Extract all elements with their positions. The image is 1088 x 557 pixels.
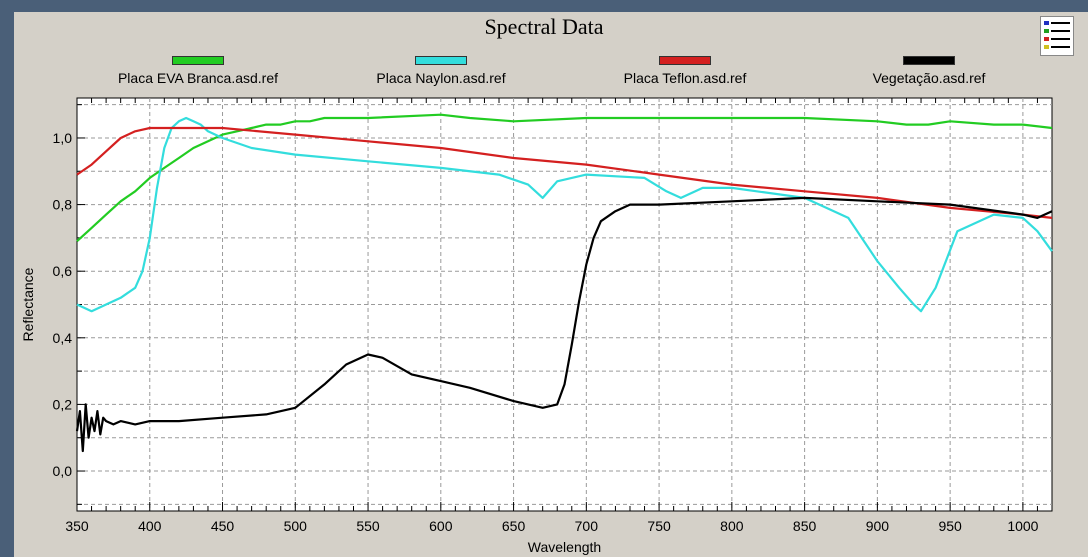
legend-swatch xyxy=(172,56,224,65)
axis-ticks xyxy=(76,98,1053,511)
legend-list-icon[interactable] xyxy=(1040,16,1074,56)
series-line-1 xyxy=(76,113,1053,243)
series-layer xyxy=(75,113,1053,453)
legend-label: Placa EVA Branca.asd.ref xyxy=(117,70,279,86)
x-tick-label: 700 xyxy=(575,518,599,534)
x-tick-label: 900 xyxy=(866,518,890,534)
x-tick-label: 350 xyxy=(65,518,89,534)
series-line-2 xyxy=(76,116,1053,313)
legend-swatch xyxy=(415,56,467,65)
x-axis-label: Wavelength xyxy=(528,539,601,555)
x-tick-label: 800 xyxy=(720,518,744,534)
legend-label: Placa Teflon.asd.ref xyxy=(623,70,747,86)
x-tick-label: 600 xyxy=(429,518,453,534)
legend-label: Vegetação.asd.ref xyxy=(872,70,986,86)
x-tick-label: 500 xyxy=(284,518,308,534)
legend-swatch xyxy=(903,56,955,65)
y-tick-label: 1,0 xyxy=(53,130,73,146)
x-tick-label: 850 xyxy=(793,518,817,534)
y-tick-label: 0,8 xyxy=(53,197,73,213)
x-tick-label: 950 xyxy=(938,518,962,534)
legend-list-icon-graphic xyxy=(1044,21,1070,49)
y-tick-label: 0,6 xyxy=(53,263,73,279)
y-tick-label: 0,4 xyxy=(53,330,73,346)
tick-labels: 350 400 450 500 550 600 650 700 750 800 850 900 950 1… xyxy=(53,130,1039,534)
grid xyxy=(77,98,1052,511)
x-tick-label: 400 xyxy=(138,518,162,534)
y-tick-label: 0,0 xyxy=(53,463,73,479)
x-tick-label: 450 xyxy=(211,518,235,534)
x-tick-label: 750 xyxy=(647,518,671,534)
legend-swatch xyxy=(659,56,711,65)
y-tick-label: 0,2 xyxy=(53,396,73,412)
x-tick-label: 650 xyxy=(502,518,526,534)
legend-label: Placa Naylon.asd.ref xyxy=(376,70,506,86)
series-line-4 xyxy=(75,196,1053,453)
series-line-3 xyxy=(76,126,1053,219)
chart-title: Spectral Data xyxy=(484,14,604,39)
y-axis-label: Reflectance xyxy=(20,267,36,341)
x-tick-label: 1000 xyxy=(1007,518,1038,534)
x-tick-label: 550 xyxy=(356,518,380,534)
